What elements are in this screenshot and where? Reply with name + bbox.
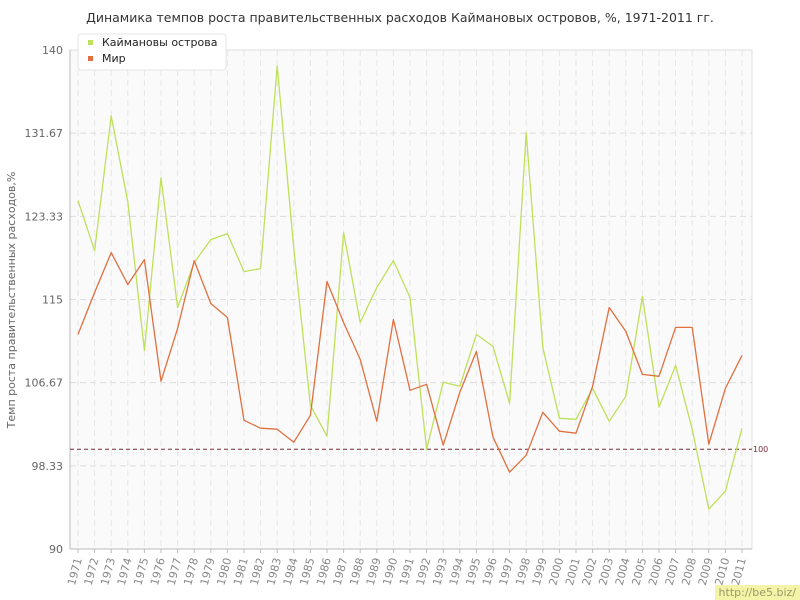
grid (69, 49, 752, 550)
legend-swatch (88, 40, 93, 45)
y-tick-label: 140 (42, 44, 63, 57)
y-tick-label: 123.33 (25, 210, 64, 223)
y-tick-label: 98.33 (32, 460, 64, 473)
y-axis: 90 98.33 106.67 115 123.33 131.67 140 (25, 44, 64, 556)
legend-swatch (88, 56, 93, 61)
x-tick-label: 2011 (729, 556, 749, 586)
watermark[interactable]: http://be5.biz/ (714, 585, 800, 600)
chart-title: Динамика темпов роста правительственных … (86, 10, 714, 25)
series-line-1 (77, 65, 743, 510)
y-axis-label: Темп роста правительственных расходов,% (5, 172, 18, 430)
series-group (77, 65, 743, 510)
y-tick-label: 115 (42, 294, 63, 307)
legend-box (77, 33, 227, 71)
legend-entry[interactable]: Каймановы острова (102, 36, 217, 49)
reference-line-label: 100 (753, 445, 768, 454)
legend[interactable]: Каймановы острова Мир (77, 33, 227, 71)
legend-entry[interactable]: Мир (102, 52, 126, 65)
x-axis: 1971197219731974197519761977197819791980… (65, 549, 749, 587)
series-line-2 (77, 251, 743, 473)
y-tick-label: 106.67 (25, 377, 64, 390)
reference-line: 100 (70, 445, 768, 454)
y-tick-label: 90 (49, 543, 63, 556)
y-tick-label: 131.67 (25, 127, 64, 140)
